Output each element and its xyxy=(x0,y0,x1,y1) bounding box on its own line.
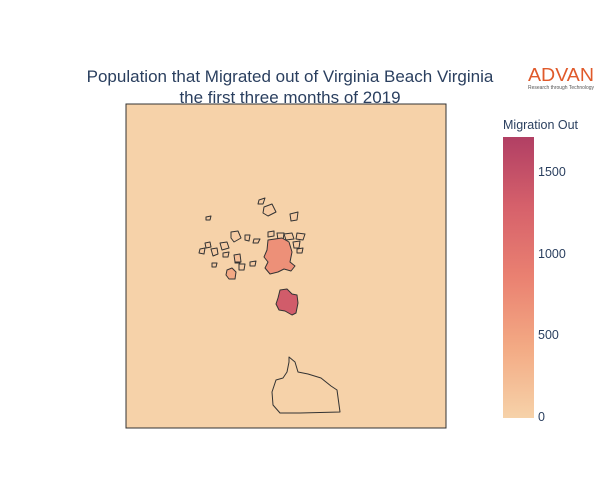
region-25 xyxy=(263,237,296,275)
chart-title-line-2: the first three months of 2019 xyxy=(179,88,401,107)
region-1 xyxy=(257,197,266,205)
region-2 xyxy=(262,203,277,217)
region-3 xyxy=(289,211,299,222)
region-12 xyxy=(210,247,219,257)
colorbar xyxy=(503,137,534,418)
region-7 xyxy=(252,238,261,244)
region-9 xyxy=(295,232,306,241)
chart-title-line-1: Population that Migrated out of Virginia… xyxy=(86,67,494,86)
advan-logo: ADVAN Research through Technology xyxy=(528,66,594,91)
region-5 xyxy=(230,230,242,243)
region-27 xyxy=(271,356,341,414)
colorbar-tick-label: 500 xyxy=(538,328,559,343)
region-10 xyxy=(204,241,212,249)
logo-tagline: Research through Technology xyxy=(528,85,594,91)
chart-title: Population that Migrated out of Virginia… xyxy=(30,66,550,108)
region-19 xyxy=(296,247,304,254)
region-17 xyxy=(211,262,218,268)
logo-name: ADVAN xyxy=(528,66,594,85)
region-23 xyxy=(267,230,275,238)
region-20 xyxy=(249,260,257,267)
region-18 xyxy=(292,240,301,249)
region-24 xyxy=(225,267,237,280)
colorbar-tick-label: 1000 xyxy=(538,246,566,261)
region-21 xyxy=(233,253,242,263)
region-11 xyxy=(198,247,206,255)
colorbar-title: Migration Out xyxy=(503,118,579,132)
region-8 xyxy=(283,232,295,241)
region-13 xyxy=(219,241,230,251)
region-6 xyxy=(244,234,251,242)
region-26 xyxy=(275,288,299,316)
colorbar-tick-label: 1500 xyxy=(538,164,566,179)
region-16 xyxy=(238,263,246,271)
region-4 xyxy=(205,215,212,221)
region-14 xyxy=(222,251,230,258)
colorbar-tick-label: 0 xyxy=(538,410,545,424)
map-regions xyxy=(198,197,341,414)
